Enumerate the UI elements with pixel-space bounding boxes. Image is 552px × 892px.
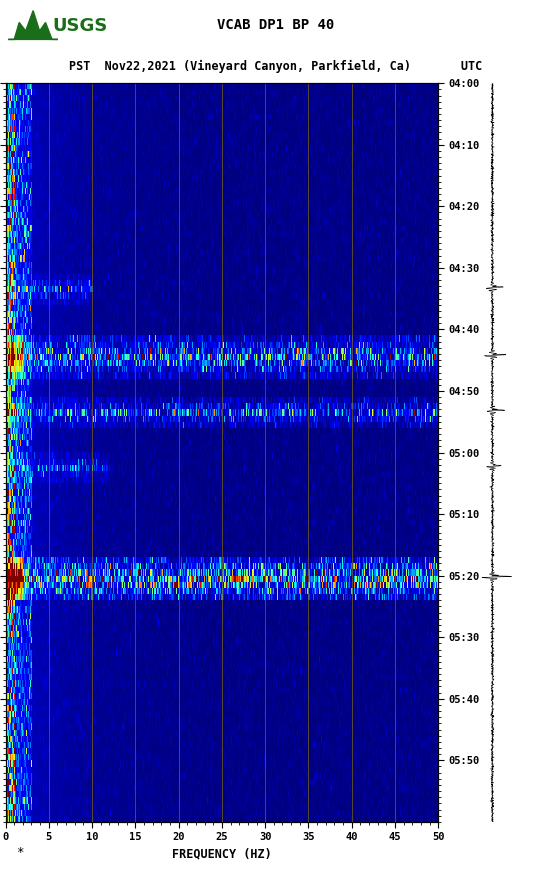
X-axis label: FREQUENCY (HZ): FREQUENCY (HZ) <box>172 848 272 861</box>
Text: PST  Nov22,2021 (Vineyard Canyon, Parkfield, Ca)       UTC: PST Nov22,2021 (Vineyard Canyon, Parkfie… <box>70 61 482 73</box>
Polygon shape <box>8 11 58 39</box>
Text: USGS: USGS <box>52 17 108 35</box>
Text: VCAB DP1 BP 40: VCAB DP1 BP 40 <box>217 18 335 32</box>
Text: *: * <box>17 846 24 859</box>
